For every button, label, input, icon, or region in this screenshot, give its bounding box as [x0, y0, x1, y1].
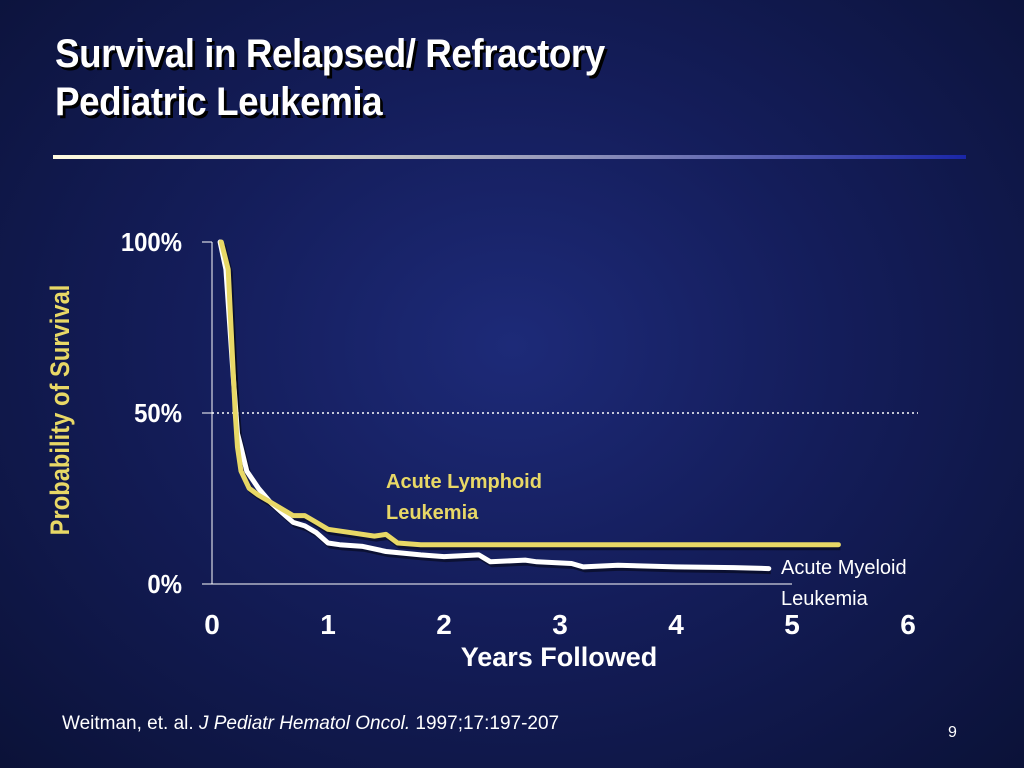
- survival-chart: 0% 50% 100% 0 1 2 3 4 5 6 Years Followed Probabilit…: [45, 228, 916, 672]
- x-tick-label: 6: [900, 609, 916, 640]
- series-label-aml-line2: Leukemia: [781, 588, 869, 610]
- y-axis-title: Probability of Survival: [46, 285, 76, 536]
- x-tick-label: 2: [436, 609, 452, 640]
- title-line-2: Pediatric Leukemia: [55, 80, 383, 124]
- x-tick-label: 4: [668, 609, 684, 640]
- x-tick-label: 1: [320, 609, 336, 640]
- x-tick-label: 0: [204, 609, 220, 640]
- series-line-all: [218, 239, 841, 548]
- series-line-shadow: [220, 244, 841, 551]
- y-tick-label: 0%: [147, 570, 182, 599]
- series-line-shadow: [219, 244, 771, 575]
- citation: Weitman, et. al. J Pediatr Hematol Oncol…: [62, 713, 559, 735]
- series-label-all-line1: Acute Lymphoid: [386, 471, 542, 493]
- citation-authors: Weitman, et. al.: [62, 713, 194, 734]
- x-tick-label: 3: [552, 609, 568, 640]
- slide-title: Survival in Relapsed/ Refractory Pediatr…: [55, 30, 883, 126]
- series-line-aml: [217, 239, 772, 572]
- series-label-aml-line1: Acute Myeloid: [781, 557, 907, 579]
- citation-ref: 1997;17:197-207: [415, 713, 560, 734]
- x-axis-title: Years Followed: [461, 642, 658, 672]
- citation-journal: J Pediatr Hematol Oncol.: [198, 713, 411, 734]
- page-number: 9: [948, 724, 957, 741]
- y-tick-label: 50%: [134, 399, 182, 428]
- x-tick-label: 5: [784, 609, 800, 640]
- title-underline: [53, 155, 966, 159]
- series-label-all-line2: Leukemia: [386, 502, 479, 524]
- title-line-1: Survival in Relapsed/ Refractory: [55, 32, 605, 76]
- y-tick-label: 100%: [121, 228, 182, 257]
